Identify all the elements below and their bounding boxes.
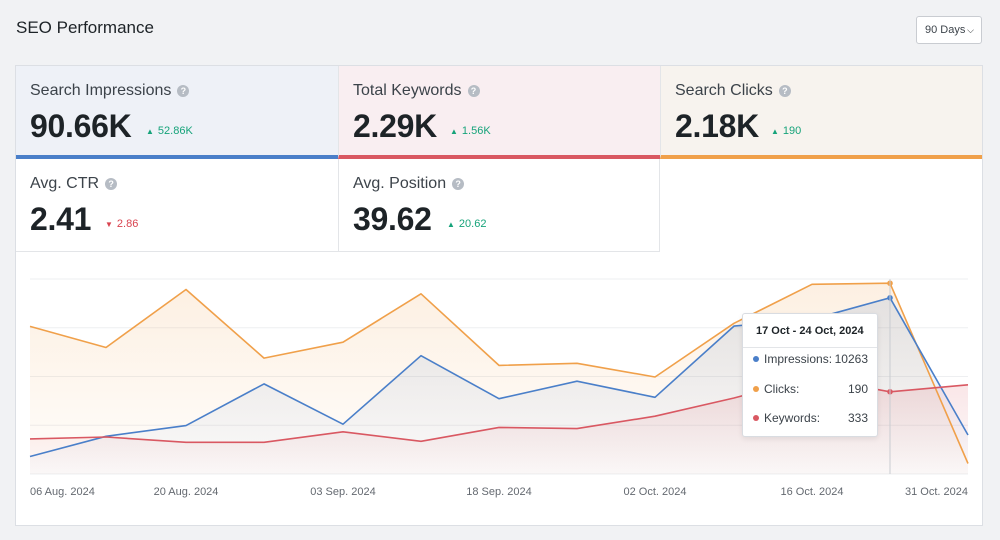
x-tick-label: 06 Aug. 2024	[30, 486, 95, 498]
tooltip-value: 10263	[834, 352, 868, 366]
metric-value: 2.29K	[353, 108, 437, 144]
metric-delta: ▲ 52.86K	[146, 125, 193, 137]
seo-performance-card: Search Impressions? 90.66K ▲ 52.86K Total…	[15, 65, 983, 526]
arrow-up-icon: ▲	[771, 126, 779, 136]
metric-delta-value: 20.62	[458, 218, 487, 230]
chevron-down-icon: ⌵	[967, 24, 974, 35]
metric-delta-value: 2.86	[116, 218, 139, 230]
metric-delta-value: 52.86K	[157, 125, 193, 137]
metric-avg-ctr: Avg. CTR? 2.41 ▼ 2.86	[16, 159, 338, 252]
metric-delta-value: 190	[782, 125, 802, 137]
tooltip-label: Clicks:	[764, 382, 800, 396]
performance-chart-svg[interactable]: 06 Aug. 2024 20 Aug. 2024 03 Sep. 2024 18 S…	[16, 252, 982, 525]
x-tick-label: 03 Sep. 2024	[310, 486, 375, 498]
tooltip-label: Impressions:	[764, 352, 833, 366]
tooltip-value: 190	[847, 382, 868, 396]
tooltip-row-impressions: Impressions: 10263	[753, 352, 868, 366]
metric-delta: ▲ 190	[771, 125, 801, 137]
impressions-dot-icon	[753, 356, 759, 362]
x-tick-label: 20 Aug. 2024	[154, 486, 219, 498]
performance-chart[interactable]: 06 Aug. 2024 20 Aug. 2024 03 Sep. 2024 18 S…	[16, 252, 982, 525]
metric-search-impressions: Search Impressions? 90.66K ▲ 52.86K	[16, 66, 338, 159]
arrow-up-icon: ▲	[146, 126, 154, 136]
metric-label: Total Keywords	[353, 82, 462, 99]
series-area-keywords	[30, 377, 968, 474]
help-icon[interactable]: ?	[778, 85, 791, 97]
metric-label: Search Impressions	[30, 82, 172, 99]
date-range-select[interactable]: 90 Days ⌵	[916, 16, 982, 44]
metric-value: 2.18K	[675, 108, 759, 144]
arrow-up-icon: ▲	[450, 126, 458, 136]
x-tick-label: 18 Sep. 2024	[466, 486, 531, 498]
arrow-down-icon: ▼	[105, 219, 113, 229]
page-title: SEO Performance	[16, 18, 154, 37]
help-icon[interactable]: ?	[105, 178, 118, 190]
clicks-dot-icon	[753, 386, 759, 392]
metric-delta-value: 1.56K	[461, 125, 491, 137]
x-tick-label: 16 Oct. 2024	[781, 486, 844, 498]
metric-delta: ▲ 20.62	[447, 218, 486, 230]
chart-tooltip: 17 Oct - 24 Oct, 2024 Impressions: 10263…	[742, 313, 878, 437]
tooltip-value: 333	[847, 411, 868, 425]
metric-label: Avg. Position	[353, 175, 447, 192]
metric-delta: ▲ 1.56K	[450, 125, 491, 137]
metric-delta: ▼ 2.86	[105, 218, 138, 230]
keywords-dot-icon	[753, 415, 759, 421]
x-tick-label: 31 Oct. 2024	[905, 486, 968, 498]
series-line-clicks[interactable]	[29, 282, 969, 464]
x-tick-label: 02 Oct. 2024	[624, 486, 687, 498]
metric-label: Avg. CTR	[30, 175, 100, 192]
help-icon[interactable]: ?	[452, 178, 465, 190]
tooltip-title: 17 Oct - 24 Oct, 2024	[743, 314, 877, 348]
metric-value: 39.62	[353, 201, 432, 237]
metric-value: 2.41	[30, 201, 92, 237]
tooltip-label: Keywords:	[764, 411, 821, 425]
metric-label: Search Clicks	[675, 82, 773, 99]
help-icon[interactable]: ?	[467, 85, 480, 97]
tooltip-row-keywords: Keywords: 333	[753, 411, 868, 425]
arrow-up-icon: ▲	[447, 219, 455, 229]
metric-total-keywords: Total Keywords? 2.29K ▲ 1.56K	[338, 66, 660, 159]
help-icon[interactable]: ?	[177, 85, 190, 97]
date-range-value: 90 Days	[925, 24, 966, 36]
metric-value: 90.66K	[30, 108, 132, 144]
metric-search-clicks: Search Clicks? 2.18K ▲ 190	[660, 66, 982, 159]
tooltip-row-clicks: Clicks: 190	[753, 382, 868, 396]
metric-avg-position: Avg. Position? 39.62 ▲ 20.62	[338, 159, 660, 252]
